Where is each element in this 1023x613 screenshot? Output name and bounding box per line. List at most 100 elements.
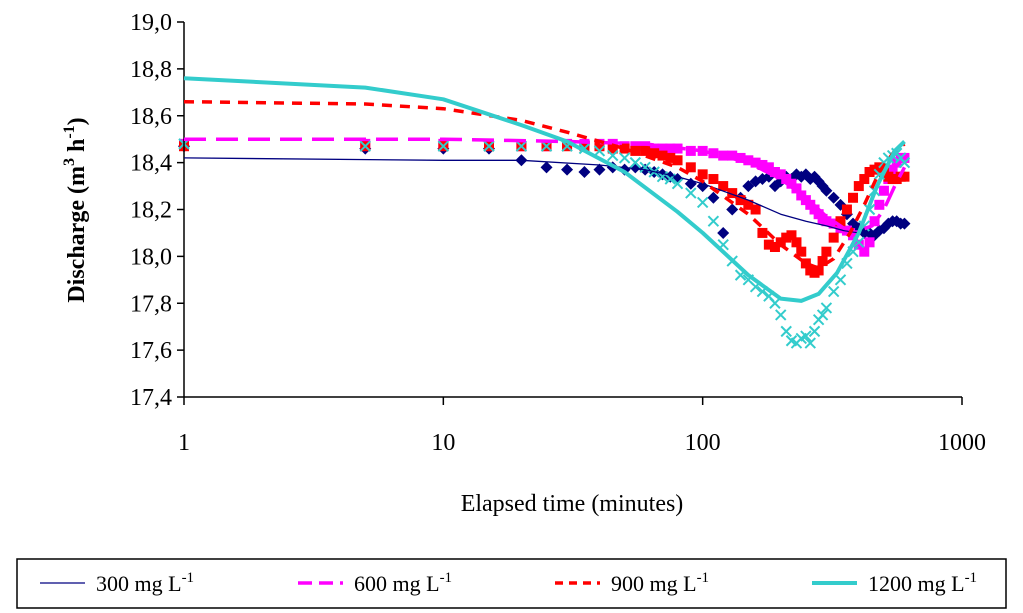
data-point-marker [618, 152, 631, 164]
data-point [821, 246, 832, 257]
data-point [834, 274, 847, 286]
data-point-marker [800, 330, 812, 342]
data-point [735, 195, 746, 206]
data-point-marker [697, 169, 708, 180]
data-point-marker [898, 156, 911, 169]
data-point-marker [707, 215, 720, 227]
data-point-marker [657, 150, 668, 161]
data-point [898, 217, 911, 230]
data-point [697, 169, 708, 180]
data-point [859, 246, 870, 257]
data-point [685, 162, 696, 173]
fit-curves [183, 76, 907, 303]
y-tick-label: 18,8 [130, 57, 172, 83]
data-point-marker [743, 155, 754, 166]
data-point-marker [796, 246, 807, 257]
axes [183, 22, 962, 398]
data-point-marker [763, 239, 774, 250]
data-point-marker [671, 178, 684, 190]
data-point [898, 156, 911, 169]
series-line [183, 99, 906, 270]
data-point [853, 181, 864, 192]
data-point [743, 199, 754, 210]
data-point [820, 302, 833, 314]
data-point [848, 230, 859, 241]
data-point [515, 140, 528, 152]
data-point-marker [775, 237, 786, 248]
data-point-marker [887, 164, 898, 175]
data-point-marker [685, 162, 696, 173]
data-point [835, 223, 846, 234]
data-point-marker [718, 150, 729, 161]
data-point-marker [841, 204, 852, 215]
data-point-marker [808, 325, 821, 338]
data-point [791, 237, 802, 248]
data-point [707, 215, 720, 227]
data-point [672, 155, 683, 166]
data-point [864, 167, 875, 177]
data-point [718, 181, 729, 192]
data-point-marker [820, 302, 833, 314]
y-tick-label: 17,4 [130, 385, 172, 411]
data-point [800, 258, 811, 269]
data-point [685, 187, 697, 199]
y-tick-label: 18,6 [130, 104, 172, 130]
data-point-marker [607, 143, 618, 154]
data-point [780, 325, 792, 338]
data-point [781, 232, 792, 243]
data-point-marker [717, 226, 730, 239]
data-point [821, 216, 832, 227]
data-point [816, 309, 829, 321]
data-point-marker [828, 232, 839, 243]
data-point [640, 145, 651, 156]
data-point [769, 297, 781, 309]
data-point [750, 204, 761, 215]
data-point [727, 188, 738, 199]
data-point-marker [827, 285, 840, 298]
data-point-marker [848, 230, 859, 241]
data-point-marker [735, 195, 746, 206]
data-point-marker [696, 196, 709, 209]
data-point [618, 152, 631, 164]
data-point-marker [594, 141, 605, 152]
data-point [804, 337, 816, 349]
data-point-marker [561, 163, 574, 176]
data-point [781, 174, 792, 185]
data-point-marker [763, 162, 774, 173]
data-point [841, 204, 852, 215]
data-point [594, 141, 605, 152]
data-point-marker [827, 191, 840, 204]
data-point [657, 143, 668, 154]
data-point [786, 230, 797, 241]
x-tick-label: 10 [431, 430, 455, 456]
data-point [717, 226, 730, 239]
data-point [607, 143, 618, 154]
data-point [763, 162, 774, 173]
data-point-marker [672, 155, 683, 166]
data-point-marker [786, 178, 797, 189]
y-tick-label: 18,0 [130, 244, 172, 270]
series-line [183, 157, 905, 234]
data-point [828, 218, 839, 229]
data-point-marker [878, 185, 889, 196]
series-line [183, 76, 906, 303]
data-point-marker [820, 184, 833, 197]
data-point-marker [859, 246, 870, 257]
data-point [657, 150, 668, 161]
data-point-marker [769, 297, 781, 309]
data-point-marker [593, 163, 606, 176]
data-point [817, 256, 828, 267]
data-point [775, 237, 786, 248]
data-point-marker [726, 203, 739, 216]
data-point-marker [657, 143, 668, 154]
data-point [593, 145, 606, 157]
data-point [887, 164, 898, 175]
data-point [813, 265, 824, 276]
legend-label: 600 mg L-1 [354, 570, 452, 596]
y-tick-label: 19,0 [130, 10, 172, 36]
data-point-marker [775, 169, 786, 180]
data-point-marker [540, 161, 553, 174]
data-point-marker [727, 150, 738, 161]
data-point [707, 191, 720, 204]
data-point [848, 192, 859, 203]
